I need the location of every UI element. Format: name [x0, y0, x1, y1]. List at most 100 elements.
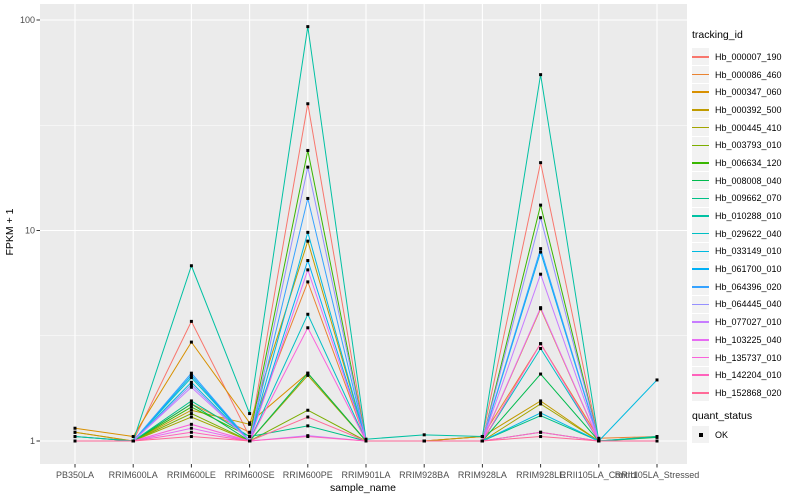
- legend-key-line-icon: [692, 179, 709, 182]
- legend-key-line-icon: [692, 339, 709, 341]
- data-point: [248, 439, 252, 443]
- data-point: [73, 426, 77, 430]
- data-point: [539, 414, 543, 418]
- data-point: [306, 148, 310, 152]
- data-point: [539, 250, 543, 254]
- data-point: [539, 411, 543, 415]
- data-point: [306, 312, 310, 316]
- data-point: [306, 196, 310, 200]
- legend-item-Hb_142204_010: Hb_142204_010: [692, 366, 800, 384]
- legend-item-Hb_000392_500: Hb_000392_500: [692, 101, 800, 119]
- legend-key-box: [692, 260, 709, 278]
- legend-item-quant-ok: OK: [692, 426, 800, 444]
- x-tick-label: RRIM928BA: [399, 470, 449, 480]
- data-point: [189, 399, 193, 403]
- y-tick-label: 100: [20, 15, 35, 25]
- legend-key-line-icon: [692, 374, 709, 376]
- data-point: [189, 405, 193, 409]
- data-point: [306, 435, 310, 439]
- data-point: [539, 73, 543, 77]
- legend-title-tracking-id: tracking_id: [692, 29, 743, 41]
- data-point: [306, 371, 310, 375]
- x-tick-label: RRII105LA_Control: [560, 470, 638, 480]
- data-point: [248, 435, 252, 439]
- panel-background: [40, 4, 687, 464]
- legend-label-ok: OK: [715, 429, 729, 440]
- legend-key-box: [692, 154, 709, 172]
- data-point: [655, 435, 659, 439]
- gridlines: [40, 4, 687, 464]
- data-point: [189, 422, 193, 426]
- x-tick-label: PB350LA: [56, 470, 94, 480]
- data-point: [189, 426, 193, 430]
- legend-key-box: [692, 101, 709, 119]
- data-point: [189, 376, 193, 380]
- legend-label: Hb_000347_060: [715, 87, 782, 98]
- x-tick-label: RRIM600LE: [167, 470, 216, 480]
- legend-label: Hb_000086_460: [715, 69, 782, 80]
- legend-label: Hb_142204_010: [715, 370, 782, 381]
- legend-label: Hb_010288_010: [715, 211, 782, 222]
- data-point: [189, 340, 193, 344]
- legend-item-Hb_000347_060: Hb_000347_060: [692, 83, 800, 101]
- legend-item-Hb_003793_010: Hb_003793_010: [692, 136, 800, 154]
- legend-key-line-icon: [692, 56, 709, 58]
- data-point: [306, 259, 310, 263]
- data-point: [539, 435, 543, 439]
- data-point: [189, 373, 193, 377]
- legend-key-line-icon: [692, 73, 709, 76]
- data-point: [655, 439, 659, 443]
- legend-label: Hb_029622_040: [715, 228, 782, 239]
- legend-key-line-icon: [692, 162, 709, 164]
- data-point: [189, 412, 193, 416]
- data-point: [480, 435, 484, 439]
- legend-label: Hb_003793_010: [715, 140, 782, 151]
- data-point: [539, 216, 543, 220]
- data-point: [539, 399, 543, 403]
- axis-ticks: 1 10 100 PB350LA RRIM600LA RRIM600LE RRIM600SE…: [20, 15, 699, 480]
- data-point: [73, 435, 77, 439]
- data-point: [306, 280, 310, 284]
- legend-item-Hb_008008_040: Hb_008008_040: [692, 172, 800, 190]
- legend-item-Hb_103225_040: Hb_103225_040: [692, 331, 800, 349]
- legend-key-box: [692, 349, 709, 367]
- legend-item-Hb_061700_010: Hb_061700_010: [692, 260, 800, 278]
- legend-key-line-icon: [692, 303, 709, 306]
- legend-key-box: [692, 119, 709, 137]
- legend-key-box: [692, 313, 709, 331]
- legend-item-Hb_009662_070: Hb_009662_070: [692, 189, 800, 208]
- legend-item-Hb_152868_020: Hb_152868_020: [692, 384, 800, 402]
- data-point: [306, 268, 310, 272]
- legend-key-line-icon: [692, 91, 709, 93]
- y-tick-label: 10: [25, 226, 35, 236]
- legend-label: Hb_077027_010: [715, 317, 782, 328]
- legend-key-box: [692, 242, 709, 260]
- legend-title-quant-status: quant_status: [692, 409, 753, 422]
- data-point: [306, 326, 310, 330]
- y-tick-label: 1: [30, 436, 35, 446]
- legend-item-Hb_033149_010: Hb_033149_010: [692, 242, 800, 261]
- legend-key-line-icon: [692, 197, 709, 200]
- legend-key-line-icon: [692, 321, 709, 323]
- legend-panel: tracking_id Hb_000007_190 Hb_000086_460 Hb…: [692, 29, 800, 444]
- data-point: [422, 433, 426, 437]
- legend-key-box: [692, 83, 709, 101]
- legend-item-Hb_000007_190: Hb_000007_190: [692, 48, 800, 66]
- data-point: [189, 371, 193, 375]
- data-point: [189, 380, 193, 384]
- data-point: [189, 435, 193, 439]
- data-point: [189, 319, 193, 323]
- x-tick-label: RRIM600LA: [109, 470, 158, 480]
- legend-item-Hb_064445_040: Hb_064445_040: [692, 295, 800, 314]
- data-point: [597, 436, 601, 440]
- data-point: [539, 402, 543, 406]
- legend-label: Hb_152868_020: [715, 387, 782, 398]
- legend-item-Hb_000086_460: Hb_000086_460: [692, 66, 800, 84]
- legend-items: Hb_000007_190 Hb_000086_460 Hb_000347_060 H…: [692, 48, 800, 402]
- data-point: [189, 408, 193, 412]
- data-point: [480, 439, 484, 443]
- data-point: [131, 435, 135, 439]
- legend-label: Hb_006634_120: [715, 157, 782, 168]
- data-point: [131, 439, 135, 443]
- legend-key-line-icon: [692, 215, 709, 217]
